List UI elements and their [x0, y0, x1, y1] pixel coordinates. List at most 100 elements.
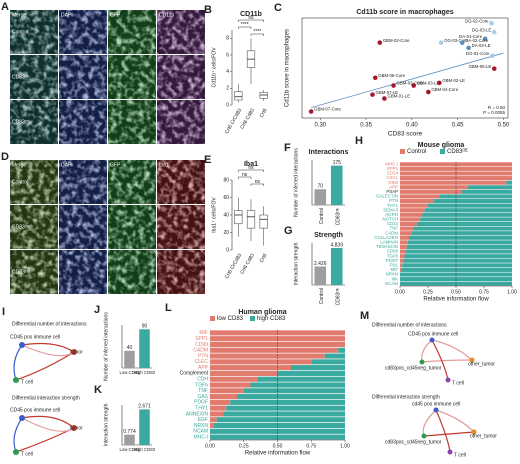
- edge: [431, 339, 473, 361]
- bar-segment: [250, 382, 345, 388]
- annotation: R = 0.60: [488, 105, 506, 110]
- point-label: GBM-05-LE: [469, 64, 492, 69]
- significance-bracket: [238, 26, 252, 29]
- micrograph-tint: [157, 55, 205, 99]
- column-label: Merge: [12, 162, 26, 168]
- y-tick-label: LAMININ: [380, 240, 398, 245]
- y-axis-label: Cd11b score in macrophages: [285, 29, 291, 107]
- point: [308, 109, 314, 114]
- bar-segment: [467, 185, 512, 190]
- column-label: DAPI: [61, 12, 73, 18]
- edge: [422, 409, 437, 437]
- x-tick-label: Control: [319, 288, 325, 304]
- x-tick-label: 0.25: [423, 289, 433, 295]
- chart-title: Cd11b score in macrophages: [356, 9, 453, 16]
- micrograph-tint: [10, 55, 58, 99]
- point: [489, 20, 494, 26]
- value-label: 90: [142, 324, 148, 330]
- legend-label: Control: [407, 149, 426, 155]
- y-tick-label: MIF: [390, 267, 398, 272]
- bar-segment: [210, 434, 345, 440]
- chart-title: Human glioma: [238, 309, 286, 316]
- point-label: GBM-06-Core: [378, 73, 405, 78]
- row-label: Control: [12, 29, 28, 35]
- bar-segment: [230, 399, 345, 405]
- point-label: DA-02-Core: [465, 38, 489, 43]
- row-label: Control: [12, 179, 28, 185]
- significance-label: ns: [255, 179, 261, 185]
- bar-segment: [461, 189, 512, 194]
- micrograph-tint: [157, 205, 205, 249]
- x-tick-label: Crt6 CrCd83: [224, 252, 243, 279]
- micrograph-signal: [157, 10, 205, 54]
- micrograph-tint: [10, 10, 58, 54]
- x-tick-label: Low CD83: [119, 370, 140, 375]
- x-tick-label: 0.35: [360, 123, 372, 129]
- node-label: tumor: [70, 425, 83, 431]
- bar-segment: [506, 180, 512, 185]
- micrograph-signal: [108, 100, 156, 144]
- micrograph-signal: [10, 100, 58, 144]
- micrograph-signal: [59, 160, 107, 204]
- bar-segment: [402, 263, 512, 268]
- x-tick-label: 0.25: [239, 443, 249, 449]
- bar-segment: [243, 388, 345, 394]
- y-tick-label: FN1: [390, 262, 399, 267]
- x-tick-label: Control: [319, 208, 325, 224]
- value-label: 0.774: [123, 429, 136, 435]
- node-label: T cell: [21, 451, 33, 457]
- y-tick-label: APP: [198, 365, 209, 371]
- micrograph-signal: [10, 250, 58, 294]
- bar-segment: [400, 249, 406, 254]
- x-axis-label: CD83 score: [388, 131, 423, 138]
- bar-segment: [400, 162, 512, 167]
- panel-letter: A: [1, 1, 9, 13]
- value-label: 2.671: [138, 404, 151, 410]
- node: [13, 449, 19, 455]
- y-tick-label: NRXN: [194, 423, 209, 429]
- bar-segment: [210, 394, 237, 400]
- bar-segment: [400, 226, 414, 231]
- y-tick-label: SEMA3: [383, 207, 398, 212]
- significance-label: ns: [248, 165, 254, 171]
- node: [421, 433, 427, 439]
- node-label: T cell: [454, 452, 466, 458]
- micrograph-tint: [59, 55, 107, 99]
- panel-letter: K: [94, 384, 102, 396]
- point: [372, 75, 378, 81]
- x-tick-label: High CD83: [134, 370, 156, 375]
- micrograph-signal: [10, 10, 58, 54]
- y-tick-label: 4: [226, 69, 229, 75]
- x-tick-label: 1.00: [340, 443, 350, 449]
- y-tick-label: THY1: [387, 203, 399, 208]
- column-label: GFP: [110, 12, 121, 18]
- panel-letter: B: [204, 4, 212, 16]
- bar: [330, 165, 343, 205]
- point: [377, 40, 383, 45]
- y-tick-label: Complement: [180, 371, 209, 377]
- y-tick-label: MHC-I: [385, 161, 398, 166]
- x-tick-label: 0.75: [479, 289, 489, 295]
- bar-segment: [210, 359, 312, 365]
- y-tick-label: TGFb: [195, 382, 208, 388]
- row-label: CD83ᴷᴼ: [12, 119, 30, 125]
- bar-segment: [210, 347, 339, 353]
- point-label: GBM-07-LE: [375, 90, 398, 95]
- micrograph-tint: [108, 100, 156, 144]
- column-label: Merge: [12, 12, 26, 18]
- micrograph-tint: [108, 250, 156, 294]
- bar-segment: [400, 189, 462, 194]
- panel-letter: F: [284, 142, 291, 154]
- bar-segment: [433, 199, 512, 204]
- bar-segment: [400, 171, 512, 176]
- y-tick-label: TNF: [198, 388, 208, 394]
- x-axis-label: Relative information flow: [423, 297, 489, 303]
- micrograph-tint: [10, 100, 58, 144]
- micrograph-signal: [108, 160, 156, 204]
- y-tick-label: CADM: [385, 230, 398, 235]
- legend-swatch: [210, 316, 215, 321]
- x-tick-label: CD83ᴼᴱ: [336, 208, 342, 225]
- value-label: 175: [333, 160, 342, 166]
- column-label: CD11b: [159, 12, 174, 18]
